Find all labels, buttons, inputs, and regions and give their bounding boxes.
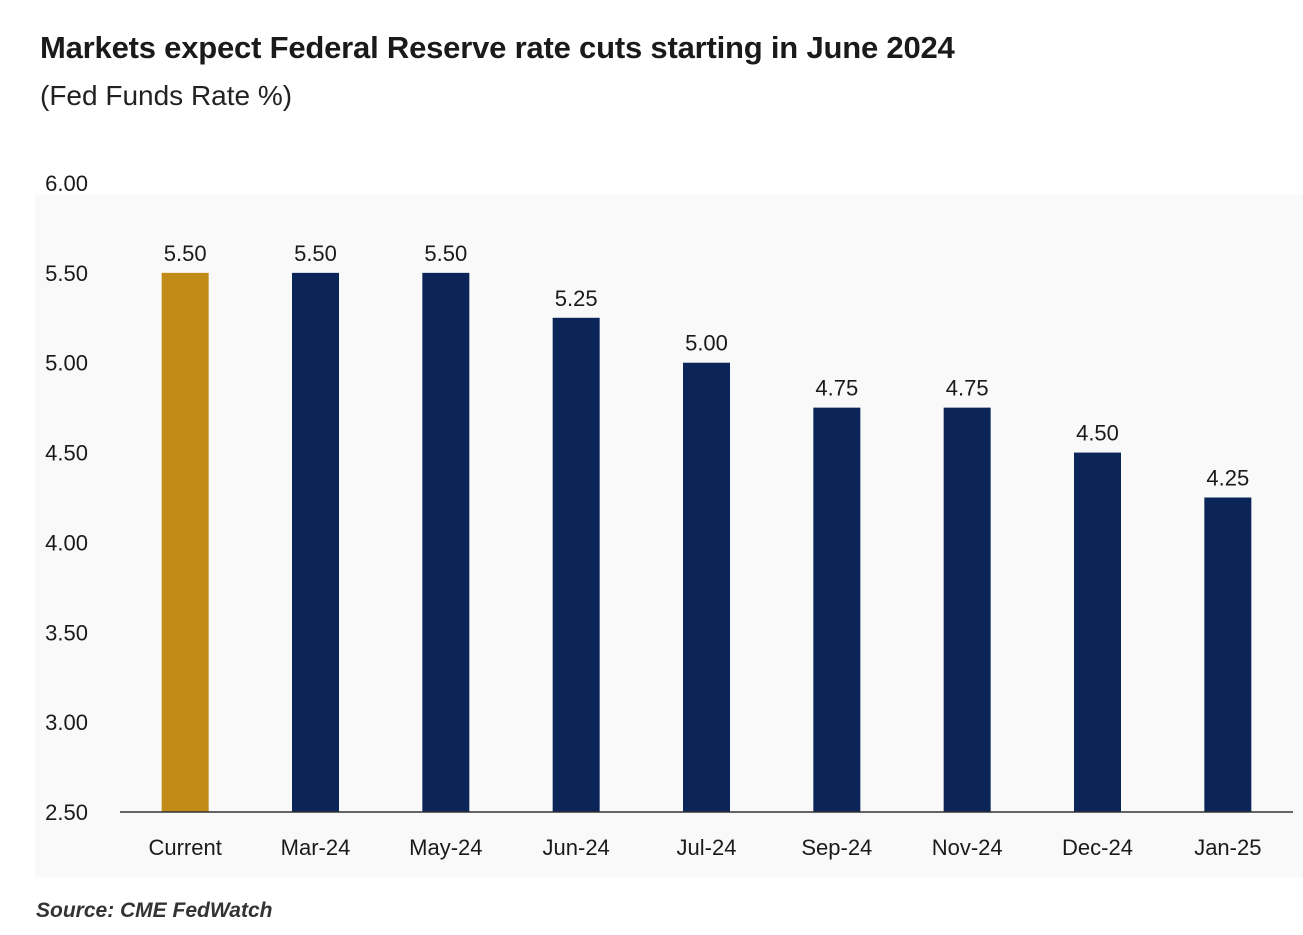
y-tick-label: 4.50 [45,441,88,466]
bars-group [161,272,1252,812]
y-tick-label: 5.50 [45,261,88,286]
x-tick-label: May-24 [409,835,482,860]
bar-dec-24 [1074,452,1121,812]
x-tick-label: Jan-25 [1194,835,1261,860]
y-tick-label: 5.00 [45,351,88,376]
x-tick-label: Mar-24 [281,835,351,860]
bar-jun-24 [552,317,600,812]
y-tick-label: 2.50 [45,800,88,825]
x-tick-label: Current [148,835,221,860]
data-label: 5.25 [555,286,598,311]
source-note: Source: CME FedWatch [36,899,273,922]
data-label: 5.50 [294,241,337,266]
y-tick-label: 3.00 [45,710,88,735]
bar-jan-25 [1204,497,1252,812]
data-labels-group: 5.50 5.50 5.50 5.25 5.00 4.75 4.75 4.50 4.25 [164,241,1249,491]
chart-title: Markets expect Federal Reserve rate cuts… [40,30,955,65]
y-axis: 2.50 3.00 3.50 4.00 4.50 5.00 5.50 6.00 [45,171,88,825]
bar-sep-24 [813,407,861,812]
data-label: 5.00 [685,331,728,356]
data-label: 5.50 [424,241,467,266]
data-label: 4.25 [1206,466,1249,491]
data-label: 4.75 [946,376,989,401]
x-tick-label: Sep-24 [801,835,872,860]
bar-mar-24 [292,272,339,812]
data-label: 5.50 [164,241,207,266]
y-tick-label: 3.50 [45,620,88,645]
bar-may-24 [422,272,470,812]
bar-nov-24 [943,407,991,812]
data-label: 4.50 [1076,421,1119,446]
bar-jul-24 [683,362,730,812]
bar-current [161,272,209,812]
x-tick-label: Nov-24 [932,835,1003,860]
x-tick-label: Jun-24 [543,835,610,860]
x-tick-label: Jul-24 [677,835,737,860]
chart-subtitle: (Fed Funds Rate %) [40,80,293,111]
y-tick-label: 4.00 [45,530,88,555]
x-tick-label: Dec-24 [1062,835,1133,860]
x-axis: Current Mar-24 May-24 Jun-24 Jul-24 Sep-24 Nov… [148,835,1261,860]
data-label: 4.75 [815,376,858,401]
y-tick-label: 6.00 [45,171,88,196]
